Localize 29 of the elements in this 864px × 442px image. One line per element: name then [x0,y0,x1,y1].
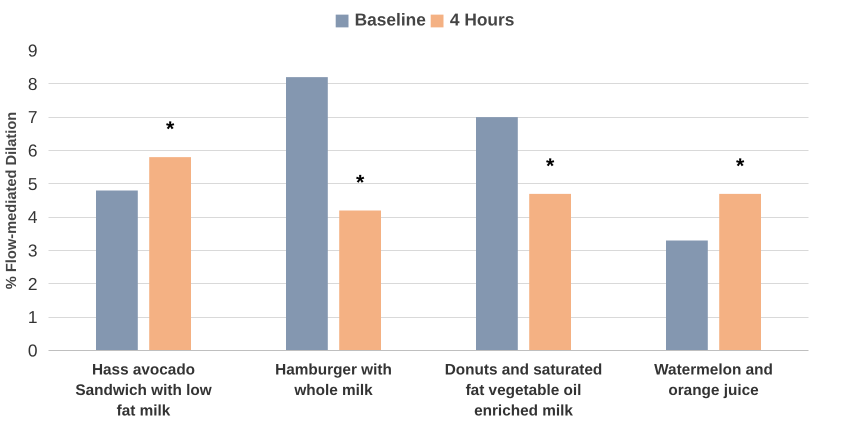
bar [339,210,381,350]
x-tick-label: Hamburger with whole milk [275,362,392,399]
bar [719,194,761,350]
y-tick-label: 7 [28,107,38,128]
y-tick-label: 2 [28,274,38,294]
bar [149,157,191,350]
y-tick-label: 8 [28,74,38,94]
y-tick-label: 3 [28,240,38,260]
annotation: * [166,117,175,142]
x-tick-label: Donuts and saturated fat vegetable oil enriched milk [444,362,602,420]
bar [666,240,708,350]
annotation: * [546,154,555,178]
y-axis-title: % Flow-mediated Dilation [4,112,20,290]
y-tick-label: 1 [28,307,38,328]
y-tick-label: 0 [28,340,38,360]
y-tick-label: 6 [28,140,38,160]
bar [529,194,571,350]
bar [96,190,138,350]
legend-label: Baseline [354,10,426,30]
y-tick-label: 5 [28,174,38,194]
annotation: * [356,170,365,194]
annotation: * [736,154,745,178]
legend-label: 4 Hours [450,10,514,30]
x-tick-label: Watermelon and orange juice [654,362,773,399]
bar [286,77,328,350]
y-tick-label: 4 [28,207,38,228]
x-tick-label: Hass avocado Sandwich with low fat milk [75,362,212,420]
bar [476,117,518,350]
y-tick-label: 9 [28,40,38,60]
